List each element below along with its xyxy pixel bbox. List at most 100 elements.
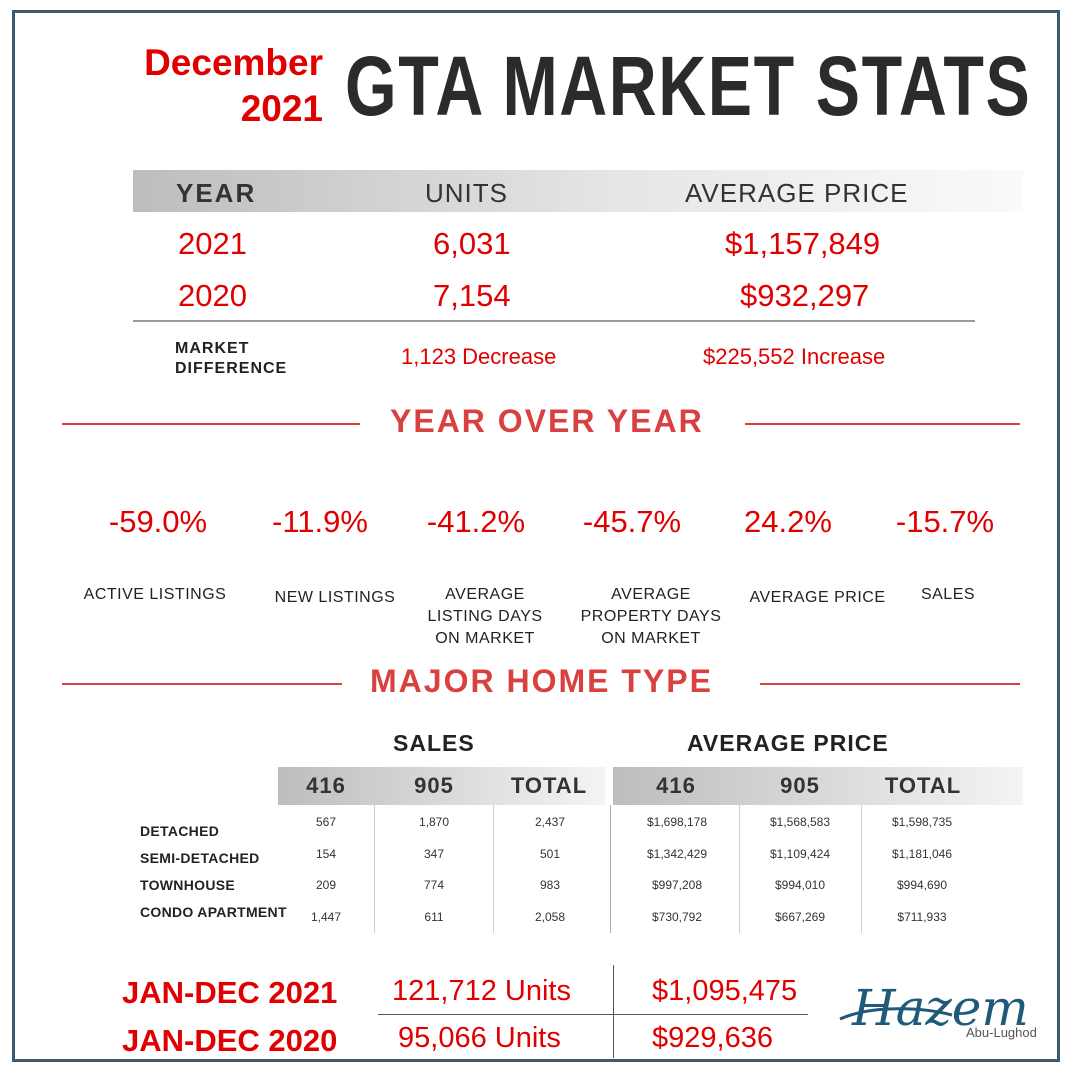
col-header-price-905: 905 <box>780 773 820 798</box>
signature-name: Hazem <box>851 979 1029 1037</box>
summary-year-2021: 2021 <box>178 226 247 261</box>
yoy-label-listing-days: AVERAGE LISTING DAYS ON MARKET <box>405 584 565 650</box>
table-cell: $711,933 <box>897 910 947 924</box>
sales-header-bar <box>278 767 605 805</box>
header-date: December 2021 <box>108 40 323 132</box>
table-cell: $1,598,735 <box>891 815 953 829</box>
table-cell: $1,568,583 <box>769 815 831 829</box>
table-cell: 2,058 <box>534 910 566 924</box>
header-year: 2021 <box>240 88 323 129</box>
row-label-semi-detached: SEMI-DETACHED <box>140 850 260 866</box>
market-difference-label-line2: DIFFERENCE <box>175 360 288 377</box>
table-cell: $1,181,046 <box>891 847 953 861</box>
yoy-label-line: AVERAGE <box>611 586 691 603</box>
yoy-value-listing-days: -41.2% <box>426 504 526 539</box>
signature-logo: Hazem Abu-Lughod <box>832 975 1052 1065</box>
header-month: December <box>144 42 323 83</box>
yoy-value-average-price: 24.2% <box>744 504 832 539</box>
col-header-sales-905: 905 <box>414 773 454 798</box>
yoy-label-average-price: AVERAGE PRICE <box>735 587 900 609</box>
row-label-townhouse: TOWNHOUSE <box>140 877 235 893</box>
table-cell: 774 <box>423 878 445 892</box>
table-cell: $1,109,424 <box>769 847 831 861</box>
table-cell: 154 <box>315 847 337 861</box>
home-type-divider-left <box>62 683 342 685</box>
home-type-divider-right <box>760 683 1020 685</box>
sales-group-title: SALES <box>393 730 475 756</box>
col-header-price-total: TOTAL <box>884 773 962 798</box>
column-divider <box>374 805 375 933</box>
yoy-section-title: YEAR OVER YEAR <box>390 403 704 439</box>
price-header-bar <box>613 767 1023 805</box>
market-difference-price: $225,552 Increase <box>703 344 886 369</box>
column-divider <box>493 805 494 933</box>
yoy-label-line: SALES <box>920 586 976 603</box>
table-cell: 209 <box>315 878 337 892</box>
row-label-detached: DETACHED <box>140 823 220 839</box>
yoy-label-line: AVERAGE <box>445 586 525 603</box>
col-header-sales-416: 416 <box>306 773 346 798</box>
summary-header-year: YEAR <box>176 178 257 208</box>
table-cell: $667,269 <box>774 910 826 924</box>
footer-units-2021: 121,712 Units <box>392 975 571 1007</box>
row-label-condo-apartment: CONDO APARTMENT <box>140 904 287 920</box>
table-cell: $994,010 <box>774 878 826 892</box>
summary-header-bar <box>133 170 1023 212</box>
group-divider <box>610 805 611 933</box>
table-cell: 2,437 <box>534 815 566 829</box>
table-cell: 1,447 <box>310 910 342 924</box>
yoy-label-sales: SALES <box>908 584 988 606</box>
table-cell: $730,792 <box>651 910 703 924</box>
yoy-divider-left <box>62 423 360 425</box>
yoy-label-line: PROPERTY DAYS <box>580 608 722 625</box>
yoy-label-line: ACTIVE LISTINGS <box>83 586 227 603</box>
market-difference-units: 1,123 Decrease <box>401 344 557 369</box>
yoy-label-line: ON MARKET <box>435 630 535 647</box>
summary-header-units: UNITS <box>425 178 508 208</box>
yoy-label-line: NEW LISTINGS <box>274 589 396 606</box>
footer-units-2020: 95,066 Units <box>398 1022 561 1054</box>
table-cell: $997,208 <box>651 878 703 892</box>
footer-horizontal-divider <box>378 1014 808 1015</box>
table-cell: 1,870 <box>418 815 450 829</box>
summary-header-price: AVERAGE PRICE <box>685 178 909 208</box>
summary-divider <box>133 320 975 322</box>
summary-price-2020: $932,297 <box>740 278 870 313</box>
yoy-label-new-listings: NEW LISTINGS <box>262 587 408 609</box>
yoy-label-line: AVERAGE PRICE <box>749 589 886 606</box>
yoy-value-new-listings: -11.9% <box>272 504 368 539</box>
signature-graphic: Hazem Abu-Lughod <box>839 979 1037 1040</box>
footer-price-2020: $929,636 <box>652 1022 773 1054</box>
summary-units-2021: 6,031 <box>433 226 511 261</box>
yoy-label-active-listings: ACTIVE LISTINGS <box>70 584 240 606</box>
footer-price-2021: $1,095,475 <box>652 975 798 1007</box>
yoy-label-property-days: AVERAGE PROPERTY DAYS ON MARKET <box>570 584 732 650</box>
page-frame <box>12 10 1060 1062</box>
col-header-price-416: 416 <box>656 773 696 798</box>
table-cell: $994,690 <box>896 878 948 892</box>
table-cell: 567 <box>315 815 337 829</box>
footer-label-2020: JAN-DEC 2020 <box>122 1023 338 1058</box>
yoy-value-active-listings: -59.0% <box>108 504 208 539</box>
column-divider <box>861 805 862 933</box>
page-title: GTA MARKET STATS <box>345 39 1032 133</box>
table-cell: $1,342,429 <box>646 847 708 861</box>
table-cell: 611 <box>424 910 444 924</box>
footer-vertical-divider <box>613 965 614 1058</box>
table-cell: 501 <box>539 847 561 861</box>
table-cell: $1,698,178 <box>646 815 708 829</box>
yoy-value-sales: -15.7% <box>895 504 995 539</box>
table-cell: 347 <box>423 847 445 861</box>
summary-year-2020: 2020 <box>178 278 247 313</box>
signature-surname: Abu-Lughod <box>966 1025 1037 1040</box>
yoy-value-property-days: -45.7% <box>582 504 682 539</box>
yoy-label-line: LISTING DAYS <box>427 608 543 625</box>
summary-units-2020: 7,154 <box>433 278 511 313</box>
summary-price-2021: $1,157,849 <box>725 226 881 261</box>
market-difference-label-line1: MARKET <box>175 340 250 357</box>
table-cell: 983 <box>539 878 561 892</box>
column-divider <box>739 805 740 933</box>
col-header-sales-total: TOTAL <box>510 773 588 798</box>
market-difference-label: MARKET DIFFERENCE <box>175 339 287 379</box>
yoy-label-line: ON MARKET <box>601 630 701 647</box>
